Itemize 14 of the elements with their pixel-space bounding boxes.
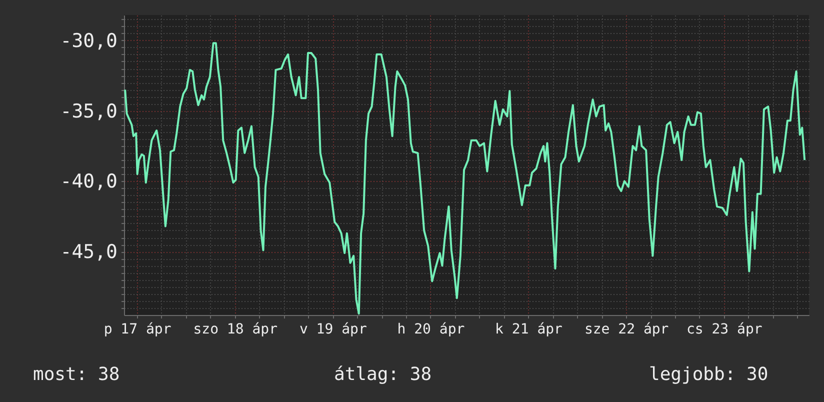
text: most: 38	[33, 364, 120, 385]
x-tick-label: p 17 ápr	[104, 322, 172, 338]
x-tick-label: sze 22 ápr	[584, 322, 669, 338]
y-tick-label: -30,0	[60, 30, 118, 52]
x-tick-label: h 20 ápr	[397, 322, 465, 338]
x-tick-label: szo 18 ápr	[193, 322, 278, 338]
text: átlag: 38	[334, 364, 432, 385]
text: legjobb: 30	[649, 364, 768, 385]
x-tick-label: v 19 ápr	[299, 322, 367, 338]
x-tick-label: k 21 ápr	[495, 322, 562, 338]
y-tick-label: -40,0	[60, 170, 118, 193]
x-tick-label: cs 23 ápr	[686, 322, 762, 338]
y-tick-label: -35,0	[60, 100, 118, 122]
y-tick-label: -45,0	[60, 241, 118, 264]
